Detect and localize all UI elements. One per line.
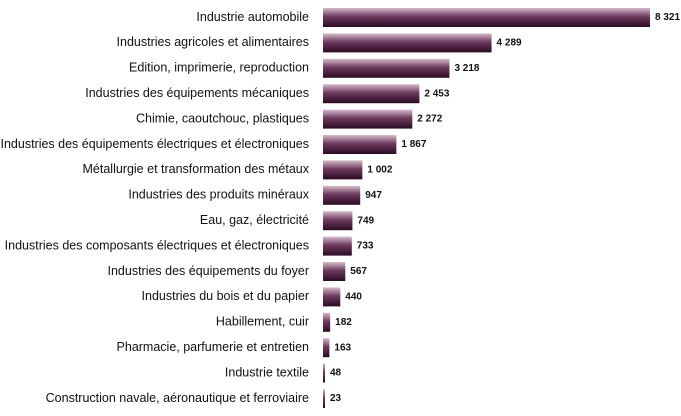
value-label: 2 272	[417, 114, 442, 125]
category-label: Industries des équipements mécaniques	[85, 86, 309, 100]
bar	[323, 109, 413, 129]
value-label: 23	[330, 393, 342, 404]
value-label: 733	[357, 241, 374, 252]
category-label: Pharmacie, parfumerie et entretien	[117, 340, 310, 354]
category-label: Industries des produits minéraux	[128, 188, 309, 202]
value-label: 1 002	[367, 165, 392, 176]
bar	[323, 211, 353, 231]
category-label: Industrie textile	[225, 365, 309, 379]
bar	[323, 287, 341, 307]
bar	[323, 160, 363, 180]
value-label: 567	[350, 266, 367, 277]
category-label: Habillement, cuir	[216, 315, 309, 329]
category-label: Industries des équipements du foyer	[107, 264, 309, 278]
category-label: Industries du bois et du papier	[142, 289, 309, 303]
value-labels-group: 8 321 4 289 3 218 2 453 2 272 1 867 1 002 947 74…	[330, 12, 680, 404]
value-label: 163	[334, 342, 351, 353]
value-label: 947	[365, 190, 382, 201]
category-label: Métallurgie et transformation des métaux	[83, 162, 310, 176]
value-label: 48	[330, 368, 342, 379]
category-labels-group: Industrie automobile Industries agricoles…	[0, 10, 309, 405]
bars-group	[323, 8, 650, 408]
value-label: 749	[357, 215, 374, 226]
bar	[323, 8, 650, 27]
value-label: 2 453	[424, 88, 449, 99]
category-label: Industries des composants électriques et…	[5, 238, 309, 252]
value-label: 3 218	[454, 63, 479, 74]
bar	[323, 236, 352, 256]
bar	[323, 58, 450, 78]
category-label: Industries des équipements électriques e…	[0, 137, 309, 151]
category-label: Industries agricoles et alimentaires	[117, 35, 309, 49]
value-label: 4 289	[497, 38, 522, 49]
bar	[323, 84, 420, 104]
category-label: Chimie, caoutchouc, plastiques	[136, 111, 309, 125]
bar	[323, 338, 330, 358]
bar	[323, 185, 361, 205]
bar	[323, 135, 397, 154]
category-label: Construction navale, aéronautique et fer…	[46, 391, 309, 405]
category-label: Edition, imprimerie, reproduction	[129, 61, 309, 75]
value-label: 182	[335, 317, 352, 328]
bar	[323, 389, 325, 408]
category-label: Eau, gaz, électricité	[200, 213, 309, 227]
value-label: 440	[345, 292, 362, 303]
bar	[323, 363, 325, 383]
value-label: 8 321	[655, 12, 680, 23]
value-label: 1 867	[401, 139, 426, 150]
bar	[323, 312, 331, 332]
category-label: Industrie automobile	[196, 10, 309, 24]
bar	[323, 262, 346, 281]
bar	[323, 33, 492, 53]
